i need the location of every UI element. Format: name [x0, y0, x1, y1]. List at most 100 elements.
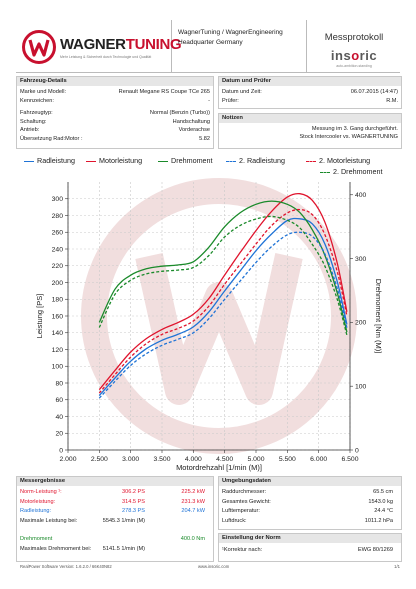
company-line-1: WagnerTuning / WagnerEngineering — [178, 29, 283, 36]
brand-tagline: Mehr Leistung & Sicherheit durch Technol… — [60, 55, 152, 59]
series-line-2 — [98, 192, 348, 391]
y-left-tick-label: 140 — [52, 330, 64, 337]
protocol-title: Messprotokoll — [324, 32, 384, 43]
results-panel: Messergebnisse Norm-Leistung ¹: 306.2 PS 2… — [16, 476, 214, 562]
series-line-1 — [98, 217, 348, 397]
vehicle-row: Übersetzung Rad:Motor :5.82 — [20, 135, 210, 142]
y-left-tick-label: 160 — [52, 313, 64, 320]
protocol-box: Messprotokoll insoric auto-ambition-stan… — [306, 20, 401, 72]
y-right-tick-label: 300 — [355, 256, 367, 263]
insoric-logo: insoric — [330, 48, 378, 63]
x-tick-label: 6.500 — [341, 456, 358, 463]
chart-legend-row-2: 2. Drehmoment — [24, 167, 400, 179]
series-line-3 — [98, 200, 348, 333]
torque-row: Maximales Drehmoment bei: 5141.5 1/min (M… — [20, 545, 145, 552]
x-tick-label: 3.000 — [122, 456, 139, 463]
result-row: Motorleistung: 314.5 PS 231.3 kW — [20, 498, 205, 505]
x-tick-label: 6.000 — [310, 456, 327, 463]
results-title: Messergebnisse — [17, 477, 213, 486]
y-left-tick-label: 100 — [52, 364, 64, 371]
legend-swatch — [320, 171, 330, 173]
notes-title: Notizen — [219, 114, 401, 123]
y-left-tick-label: 60 — [55, 397, 63, 404]
legend-item: 2. Radleistung — [226, 156, 285, 165]
x-tick-label: 3.500 — [153, 456, 170, 463]
y-right-tick-label: 400 — [355, 192, 367, 199]
x-tick-label: 2.000 — [59, 456, 76, 463]
x-axis-label: Motordrehzahl [1/min (M)] — [176, 463, 262, 472]
notes-text: Messung im 3. Gang durchgeführt. Stock I… — [219, 123, 401, 143]
company-line-2: Headquarter Germany — [178, 39, 243, 46]
date-tester-title: Datum und Prüfer — [219, 77, 401, 86]
chart-axes: 2.000 2.500 3.000 3.500 4.000 4.500 5.000 5.500… — [35, 182, 383, 472]
date-tester-panel: Datum und Prüfer Datum und Zeit: 06.07.20… — [218, 76, 402, 109]
brand-logo: WAGNERTUNING Mehr Leistung & Sicherheit … — [16, 20, 182, 72]
environment-row: Gesamtes Gewicht: 1543.0 kg — [222, 498, 393, 505]
legend-swatch — [86, 160, 96, 162]
y-right-tick-label: 200 — [355, 320, 367, 327]
legend-item: Radleistung — [24, 156, 75, 165]
insoric-tagline: auto-ambition-standing — [336, 64, 372, 68]
date-row: Datum und Zeit: 06.07.2015 (14:47) — [222, 89, 398, 95]
y-left-tick-label: 200 — [52, 280, 64, 287]
vehicle-row: Kennzeichen: - — [20, 97, 210, 104]
result-row: Radleistung: 278.3 PS 204.7 kW — [20, 508, 205, 514]
x-tick-label: 5.500 — [279, 456, 296, 463]
y-axis-right-label: Drehmoment [Nm (M)] — [374, 279, 383, 354]
vehicle-row: Marke und Modell: Renault Megane RS Coupe… — [20, 89, 210, 95]
environment-title: Umgebungsdaten — [219, 477, 401, 486]
legend-item: Drehmoment — [158, 156, 213, 165]
y-left-tick-label: 240 — [52, 246, 64, 253]
y-left-tick-label: 280 — [52, 213, 64, 220]
legend-item: 2. Drehmoment — [320, 167, 383, 176]
footer-website: www.insoric.com — [198, 564, 230, 569]
y-left-tick-label: 20 — [55, 431, 63, 438]
y-left-tick-label: 180 — [52, 297, 64, 304]
standard-title: Einstellung der Norm — [219, 534, 401, 543]
y-left-tick-label: 0 — [59, 447, 63, 454]
x-tick-label: 2.500 — [91, 456, 108, 463]
chart-legend: Radleistung Motorleistung Drehmoment 2. … — [24, 156, 400, 168]
standard-row: ¹Korrektur nach: EWG 80/1269 — [222, 547, 393, 553]
watermark-w — [135, 252, 303, 405]
legend-item: 2. Motorleistung — [306, 156, 370, 165]
y-left-tick-label: 260 — [52, 230, 64, 237]
environment-row: Raddurchmesser: 65.5 cm — [222, 489, 393, 495]
watermark-logo — [81, 178, 357, 454]
x-tick-label: 4.500 — [216, 456, 233, 463]
company-info: WagnerTuning / WagnerEngineering Headqua… — [178, 28, 283, 48]
software-version: RealPower Software Version: 1.6.2.0 / 66… — [20, 564, 112, 569]
notes-line-2: Stock Intercooler vs. WAGNERTUNING — [299, 134, 398, 140]
result-row: Maximale Leistung bei: 5545.3 1/min (M) — [20, 517, 145, 524]
vehicle-details-panel: Fahrzeug-Details Marke und Modell: Renaul… — [16, 76, 214, 149]
environment-row: Lufttemperatur: 24.4 °C — [222, 508, 393, 514]
chart-plot: 2.000 2.500 3.000 3.500 4.000 4.500 5.000 5.500… — [35, 178, 383, 472]
vehicle-row: Antrieb: Vorderachse — [20, 127, 210, 134]
torque-row: Drehmoment 400.0 Nm — [20, 536, 205, 542]
y-left-tick-label: 80 — [55, 380, 63, 387]
vehicle-row: Fahrzeugtyp: Normal (Benzin (Turbo)) — [20, 110, 210, 117]
series-line-5 — [98, 208, 348, 394]
x-tick-label: 5.000 — [247, 456, 264, 463]
wagner-logo-icon — [22, 30, 56, 64]
page-footer: RealPower Software Version: 1.6.2.0 / 66… — [20, 564, 400, 572]
vehicle-row: Schaltung: Handschaltung — [20, 118, 210, 125]
dyno-chart: Radleistung Motorleistung Drehmoment 2. … — [16, 152, 400, 472]
environment-row: Luftdruck: 1011.2 hPa — [222, 517, 393, 524]
standard-panel: Einstellung der Norm ¹Korrektur nach: EWG… — [218, 533, 402, 562]
y-left-tick-label: 40 — [55, 414, 63, 421]
y-left-tick-label: 220 — [52, 263, 64, 270]
notes-panel: Notizen Messung im 3. Gang durchgeführt.… — [218, 113, 402, 149]
notes-line-1: Messung im 3. Gang durchgeführt. — [311, 126, 398, 132]
y-right-tick-label: 100 — [355, 383, 367, 390]
y-right-tick-label: 0 — [355, 447, 359, 454]
result-row: Norm-Leistung ¹: 306.2 PS 225.2 kW — [20, 489, 205, 495]
vehicle-details-title: Fahrzeug-Details — [17, 77, 213, 86]
tester-row: Prüfer: R.M. — [222, 97, 398, 104]
series-line-4 — [98, 231, 348, 399]
series-line-6 — [98, 215, 348, 336]
legend-swatch — [158, 160, 168, 162]
chart-series — [98, 192, 348, 399]
legend-swatch — [226, 160, 236, 162]
y-left-tick-label: 300 — [52, 196, 64, 203]
